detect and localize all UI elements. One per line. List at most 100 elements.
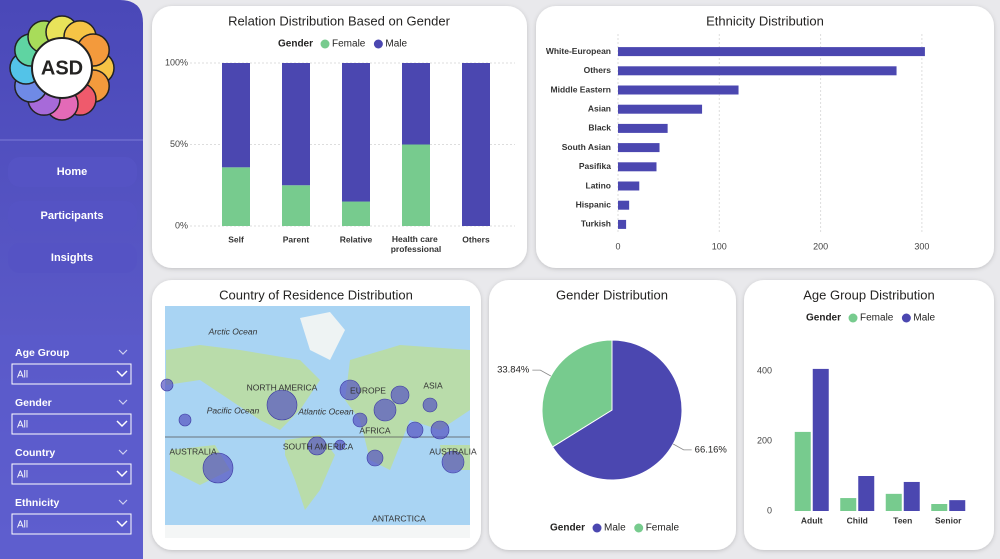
bar bbox=[794, 431, 811, 511]
dropdown-value: All bbox=[17, 470, 28, 481]
legend-swatch bbox=[592, 523, 602, 533]
ice bbox=[165, 525, 470, 538]
legend-label: Male bbox=[604, 523, 626, 534]
dropdown[interactable] bbox=[11, 363, 132, 385]
category-label: Self bbox=[228, 234, 244, 244]
category-label: Middle Eastern bbox=[551, 84, 611, 94]
bar bbox=[618, 85, 739, 95]
dropdown-value: All bbox=[17, 420, 28, 431]
logo-text: ASD bbox=[41, 57, 83, 79]
nav-label: Insights bbox=[51, 252, 93, 264]
dropdown-value: All bbox=[17, 520, 28, 531]
map-label: AFRICA bbox=[359, 425, 391, 435]
bar bbox=[618, 123, 668, 133]
y-tick-label: 400 bbox=[757, 365, 772, 375]
y-tick-label: 0 bbox=[767, 505, 772, 515]
category-label: Latino bbox=[586, 180, 612, 190]
category-label: Turkish bbox=[581, 219, 611, 229]
map-label: Arctic Ocean bbox=[208, 326, 258, 336]
category-label: Asian bbox=[588, 103, 611, 113]
bar bbox=[618, 181, 640, 191]
bubble bbox=[422, 397, 438, 413]
y-tick-label: 100% bbox=[165, 57, 188, 67]
dropdown-value: All bbox=[17, 370, 28, 381]
bar bbox=[618, 143, 660, 153]
x-tick-label: 200 bbox=[813, 241, 828, 251]
x-tick-label: 100 bbox=[712, 241, 727, 251]
bar bbox=[885, 493, 902, 511]
dropdown[interactable] bbox=[11, 463, 132, 485]
filter-label: Ethnicity bbox=[15, 497, 59, 509]
category-label: White-European bbox=[546, 46, 611, 56]
map-label: ANTARCTICA bbox=[372, 513, 426, 523]
chart-title: Gender Distribution bbox=[556, 287, 668, 302]
bubble bbox=[406, 421, 424, 439]
bar bbox=[931, 504, 948, 511]
bar bbox=[342, 63, 370, 202]
nav-button[interactable] bbox=[8, 201, 137, 231]
nav-label: Participants bbox=[41, 210, 104, 222]
bubble bbox=[441, 450, 465, 474]
category-label: Health care professional bbox=[391, 234, 442, 254]
map bbox=[160, 306, 470, 538]
bubble bbox=[334, 439, 346, 451]
chevron bbox=[118, 449, 128, 455]
bar bbox=[402, 63, 430, 145]
nav-label: Home bbox=[57, 166, 88, 178]
dropdown[interactable] bbox=[11, 413, 132, 435]
bubbles bbox=[160, 378, 465, 484]
category-label: Others bbox=[462, 234, 490, 244]
bar bbox=[222, 63, 250, 168]
legend-label: Male bbox=[385, 39, 407, 50]
chevron bbox=[118, 349, 128, 355]
map-label: EUROPE bbox=[350, 385, 386, 395]
category-label: Child bbox=[847, 515, 868, 525]
map-label: AUSTRALIA bbox=[169, 446, 217, 456]
legend-label: Female bbox=[860, 313, 894, 324]
bar bbox=[462, 63, 490, 226]
chart-title: Relation Distribution Based on Gender bbox=[228, 13, 451, 28]
bar bbox=[618, 200, 630, 210]
pie-slice bbox=[551, 339, 683, 481]
leader-line bbox=[672, 443, 692, 451]
chart-title: Age Group Distribution bbox=[803, 287, 935, 302]
bar bbox=[618, 66, 897, 76]
land bbox=[300, 312, 345, 360]
bar bbox=[342, 201, 370, 226]
legend-label: Female bbox=[332, 39, 366, 50]
bar bbox=[618, 219, 627, 229]
filter-label: Gender bbox=[15, 397, 52, 409]
category-label: Teen bbox=[893, 515, 912, 525]
category-label: Adult bbox=[801, 515, 823, 525]
bubble bbox=[202, 452, 234, 484]
logo-center bbox=[31, 37, 93, 99]
filter-label: Age Group bbox=[15, 347, 69, 359]
legend-swatch bbox=[901, 313, 911, 323]
chevron bbox=[118, 499, 128, 505]
bar bbox=[840, 498, 857, 511]
legend-title: Gender bbox=[278, 39, 313, 50]
chevron bbox=[116, 420, 128, 428]
category-label: Pasifika bbox=[579, 161, 611, 171]
filter-label: Country bbox=[15, 447, 55, 459]
bar bbox=[618, 47, 925, 57]
legend-swatch bbox=[634, 523, 644, 533]
nav-button[interactable] bbox=[8, 157, 137, 187]
nav-button[interactable] bbox=[8, 243, 137, 273]
y-tick-label: 200 bbox=[757, 435, 772, 445]
map-label: NORTH AMERICA bbox=[247, 382, 318, 392]
bubble bbox=[178, 413, 192, 427]
map-label: Pacific Ocean bbox=[207, 405, 260, 415]
bubble bbox=[266, 389, 298, 421]
bar bbox=[812, 368, 829, 511]
legend-title: Gender bbox=[806, 313, 841, 324]
x-tick-label: 300 bbox=[914, 241, 929, 251]
dropdown[interactable] bbox=[11, 513, 132, 535]
bubble bbox=[390, 385, 410, 405]
x-tick-label: 0 bbox=[615, 241, 620, 251]
legend-label: Male bbox=[913, 313, 935, 324]
bubble bbox=[352, 412, 368, 428]
map-label: ASIA bbox=[423, 380, 443, 390]
chart-title: Country of Residence Distribution bbox=[219, 287, 413, 302]
